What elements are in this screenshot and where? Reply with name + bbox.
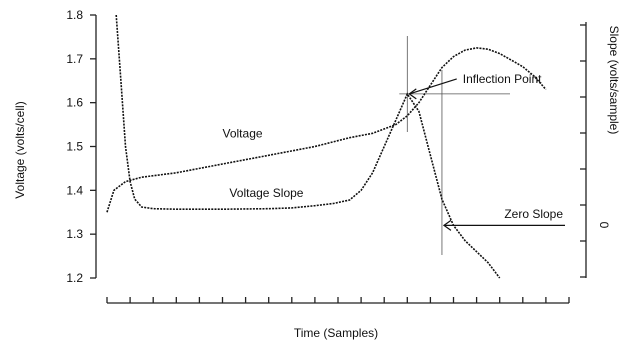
guide-lines (399, 36, 510, 255)
y-tick-label: 1.8 (66, 8, 83, 22)
x-ticks (106, 297, 570, 303)
y-tick-label: 1.6 (66, 96, 83, 110)
voltage-slope-label: Voltage Slope (229, 186, 303, 200)
y-axis-title: Voltage (volts/cell) (13, 101, 27, 198)
y2-zero-label: 0 (597, 222, 611, 229)
y-tick-label: 1.2 (66, 271, 83, 285)
curves (106, 14, 547, 279)
voltage-curve (106, 47, 547, 213)
x-axis-title: Time (Samples) (294, 326, 378, 340)
zero-slope-label: Zero Slope (504, 207, 563, 221)
y-tick-label: 1.3 (66, 227, 83, 241)
voltage-label: Voltage (223, 127, 263, 141)
inflection-point-label: Inflection Point (463, 72, 542, 86)
y-tick-label: 1.5 (66, 140, 83, 154)
voltage-slope-curve (115, 14, 501, 279)
inflection-point-arrow (409, 78, 457, 95)
y-tick-label: 1.4 (66, 183, 83, 197)
y-tick-label: 1.7 (66, 52, 83, 66)
inflection-point-arrow-head (408, 88, 417, 100)
y2-ticks (580, 24, 586, 278)
zero-slope-arrow-head (442, 219, 452, 231)
y-ticks: 1.2 1.3 1.4 1.5 1.6 1.7 1.8 (66, 8, 96, 285)
y2-axis-title: Slope (volts/sample) (607, 26, 620, 135)
annotations: Voltage Voltage Slope Inflection Point Zero… (223, 72, 565, 231)
